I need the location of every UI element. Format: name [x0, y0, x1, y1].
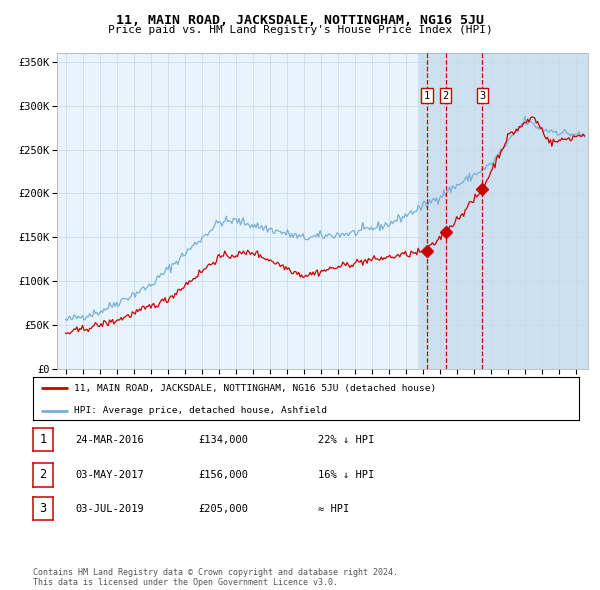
Text: £134,000: £134,000: [198, 435, 248, 444]
Text: Price paid vs. HM Land Registry's House Price Index (HPI): Price paid vs. HM Land Registry's House …: [107, 25, 493, 35]
Text: 3: 3: [40, 502, 46, 515]
Text: 03-MAY-2017: 03-MAY-2017: [75, 470, 144, 480]
Text: 24-MAR-2016: 24-MAR-2016: [75, 435, 144, 444]
Text: 03-JUL-2019: 03-JUL-2019: [75, 504, 144, 513]
Text: 2: 2: [40, 468, 46, 481]
Text: £156,000: £156,000: [198, 470, 248, 480]
Text: 11, MAIN ROAD, JACKSDALE, NOTTINGHAM, NG16 5JU (detached house): 11, MAIN ROAD, JACKSDALE, NOTTINGHAM, NG…: [74, 384, 436, 393]
Text: HPI: Average price, detached house, Ashfield: HPI: Average price, detached house, Ashf…: [74, 406, 327, 415]
Text: 1: 1: [40, 433, 46, 446]
Text: 11, MAIN ROAD, JACKSDALE, NOTTINGHAM, NG16 5JU: 11, MAIN ROAD, JACKSDALE, NOTTINGHAM, NG…: [116, 14, 484, 27]
Text: ≈ HPI: ≈ HPI: [318, 504, 349, 513]
Text: 3: 3: [479, 91, 485, 101]
Text: 2: 2: [443, 91, 449, 101]
Text: 1: 1: [424, 91, 430, 101]
Text: 22% ↓ HPI: 22% ↓ HPI: [318, 435, 374, 444]
Text: 16% ↓ HPI: 16% ↓ HPI: [318, 470, 374, 480]
Bar: [418, 53, 588, 369]
Text: Contains HM Land Registry data © Crown copyright and database right 2024.
This d: Contains HM Land Registry data © Crown c…: [33, 568, 398, 587]
Text: £205,000: £205,000: [198, 504, 248, 513]
